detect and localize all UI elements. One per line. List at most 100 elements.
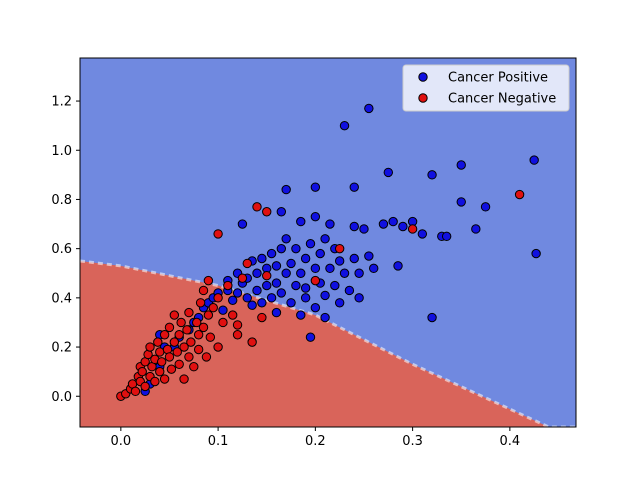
data-point [145, 342, 155, 352]
data-point [393, 261, 403, 271]
data-point [417, 229, 428, 239]
data-point [291, 280, 301, 291]
data-point [339, 120, 350, 131]
data-point [242, 258, 252, 269]
data-points [116, 103, 541, 401]
data-point [213, 229, 223, 239]
data-point [257, 253, 267, 264]
data-point [456, 160, 466, 170]
data-point [262, 280, 272, 291]
y-tick-label: 0.0 [51, 390, 72, 405]
data-point [193, 344, 204, 355]
data-point [192, 317, 202, 328]
data-point [179, 374, 189, 384]
data-point [242, 293, 252, 303]
data-point [257, 312, 267, 323]
data-point [300, 293, 311, 303]
data-point [349, 182, 359, 192]
data-point [247, 337, 257, 347]
data-point [156, 357, 167, 367]
data-point [388, 216, 398, 227]
data-point [281, 184, 291, 195]
data-point [164, 322, 175, 333]
data-point [271, 261, 282, 271]
data-point [441, 231, 452, 242]
legend-marker [418, 72, 428, 82]
data-point [174, 359, 184, 369]
data-point [378, 219, 389, 229]
data-point [195, 298, 206, 308]
y-tick-label: 0.4 [51, 291, 72, 306]
data-point [150, 376, 160, 387]
data-point [407, 224, 418, 234]
data-point [456, 197, 466, 207]
data-point [281, 268, 291, 278]
data-point [184, 307, 194, 318]
data-point [174, 330, 184, 340]
data-point [130, 386, 141, 397]
data-point [310, 263, 321, 274]
data-point [169, 337, 180, 347]
data-point [198, 285, 209, 296]
data-point [166, 364, 177, 374]
data-point [159, 330, 170, 340]
data-point [315, 248, 325, 259]
data-point [193, 330, 204, 340]
y-tick-label: 1.2 [51, 95, 72, 110]
data-point [184, 352, 194, 362]
data-point [153, 337, 163, 347]
data-point [218, 305, 228, 315]
data-point [310, 302, 321, 313]
data-point [140, 381, 150, 392]
data-point [334, 256, 345, 266]
data-point [369, 263, 379, 274]
x-tick-label: 0.3 [402, 434, 423, 449]
data-point [354, 293, 364, 303]
data-point [529, 155, 539, 165]
data-point [252, 285, 262, 296]
data-point [266, 248, 277, 259]
data-point [213, 293, 223, 303]
data-point [300, 283, 311, 293]
data-point [330, 280, 340, 291]
legend-label: Cancer Negative [448, 92, 556, 107]
data-point [325, 263, 335, 274]
data-point [364, 103, 374, 114]
data-point [305, 332, 316, 342]
data-point [296, 268, 306, 278]
data-point [227, 310, 238, 320]
legend-label: Cancer Positive [448, 71, 548, 86]
data-point [398, 221, 408, 232]
x-axis: 0.0 0.1 0.2 0.3 0.4 [111, 427, 520, 449]
data-point [237, 219, 248, 229]
data-point [266, 293, 277, 303]
data-point [252, 268, 262, 278]
y-tick-label: 0.8 [51, 193, 72, 208]
data-point [334, 243, 345, 254]
data-point [223, 280, 233, 291]
data-point [169, 310, 180, 320]
legend-box [402, 64, 570, 112]
data-point [182, 325, 192, 335]
data-point [232, 288, 243, 298]
data-point [514, 189, 525, 200]
data-point [179, 342, 189, 352]
data-point [359, 224, 369, 234]
data-point [205, 332, 216, 342]
data-point [276, 288, 287, 298]
data-point [198, 322, 209, 333]
data-point [320, 290, 330, 301]
data-point [176, 317, 186, 328]
data-point [227, 295, 238, 306]
data-point [172, 347, 182, 357]
data-point [300, 253, 311, 264]
data-point [281, 234, 291, 244]
data-point [276, 207, 287, 217]
data-point [201, 352, 212, 362]
data-point [427, 312, 437, 323]
decision-regions [80, 58, 576, 427]
data-point [310, 182, 321, 192]
data-point [186, 337, 196, 347]
x-tick-label: 0.2 [305, 434, 326, 449]
data-point [203, 310, 214, 320]
